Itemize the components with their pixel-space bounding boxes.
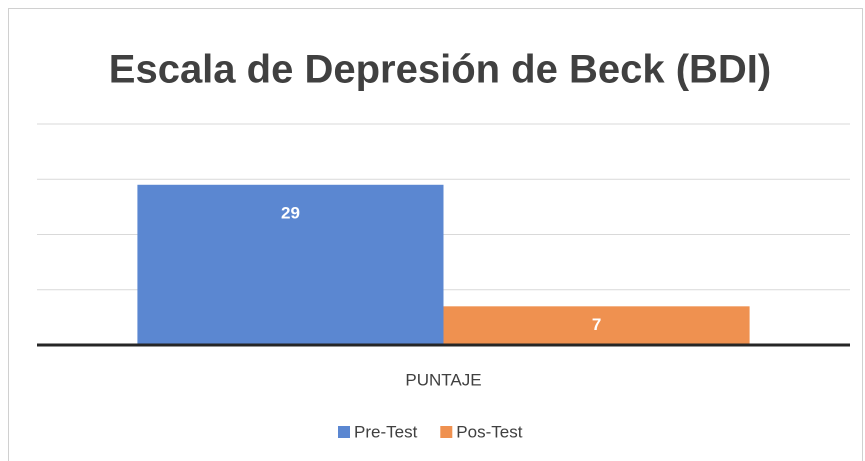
- chart-title: Escala de Depresión de Beck (BDI): [109, 48, 771, 92]
- legend-label: Pos-Test: [456, 422, 522, 441]
- legend-label: Pre-Test: [354, 422, 418, 441]
- bar: [137, 184, 444, 345]
- data-label: 7: [592, 315, 601, 334]
- legend-swatch: [338, 426, 350, 438]
- legend-swatch: [440, 426, 453, 438]
- data-label: 29: [281, 203, 300, 222]
- bar: [443, 306, 750, 345]
- x-tick-label: PUNTAJE: [405, 370, 481, 389]
